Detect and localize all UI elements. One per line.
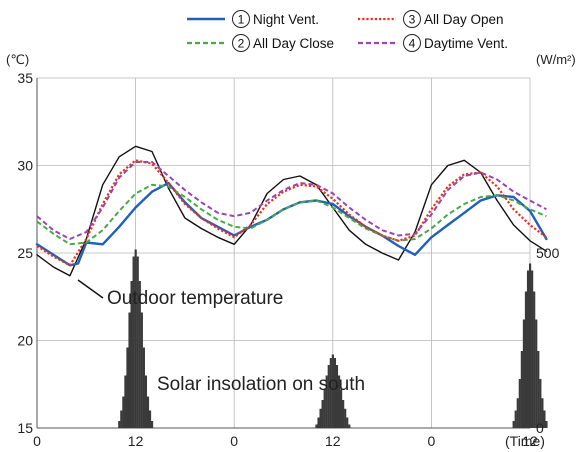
solar-bar <box>518 379 521 428</box>
y-tick-label: 35 <box>17 70 33 86</box>
solar-bar <box>140 312 143 428</box>
solar-bar <box>331 354 334 428</box>
solar-bar <box>526 270 530 428</box>
legend-label: All Day Close <box>253 36 334 51</box>
y-tick-label: 25 <box>17 245 33 261</box>
solar-bar <box>120 410 123 428</box>
solar-bar <box>134 249 137 428</box>
series-line-night-vent <box>35 181 548 267</box>
solar-bar <box>146 396 150 428</box>
outdoor-annotation-leader <box>77 279 104 299</box>
solar-bar <box>138 281 141 428</box>
solar-bar <box>528 263 532 428</box>
solar-bar <box>128 312 131 428</box>
solar-bar <box>136 256 139 428</box>
solar-bar <box>142 347 145 428</box>
solar-bar <box>321 400 324 428</box>
solar-bar <box>346 417 349 428</box>
solar-bar <box>122 396 125 428</box>
y-tick-label: 15 <box>17 420 33 436</box>
legend-label: All Day Open <box>424 12 504 27</box>
y-axis-right-unit: (W/m²) <box>536 52 576 67</box>
grid <box>37 77 531 428</box>
x-axis-unit: (Time) <box>505 433 545 449</box>
solar-bar <box>337 375 341 428</box>
solar-bar <box>325 375 328 428</box>
solar-bar <box>342 400 345 428</box>
solar-bar <box>315 424 318 428</box>
solar-bar <box>543 410 546 428</box>
x-tick-label: 12 <box>325 433 341 449</box>
solar-bar <box>512 421 515 428</box>
solar-bar <box>132 256 135 428</box>
solar-bar <box>533 291 536 428</box>
solar-bars <box>118 249 548 428</box>
legend-number-circle <box>232 34 250 52</box>
solar-bar <box>327 365 330 428</box>
legend: 1 Night Vent. 2 All Day Close 3 All Day Open 4… <box>187 10 508 52</box>
solar-annotation: Solar insolation on south <box>157 374 365 395</box>
y2-tick-label: 500 <box>536 245 560 261</box>
y-axis-left-unit: (℃) <box>6 52 29 67</box>
solar-bar <box>329 358 332 428</box>
solar-bar <box>535 319 538 428</box>
solar-bar <box>344 408 347 428</box>
y-tick-label: 30 <box>17 158 33 174</box>
legend-number: 3 <box>409 12 416 26</box>
solar-bar <box>531 270 534 428</box>
x-tick-label: 0 <box>33 433 41 449</box>
outdoor-annotation: Outdoor temperature <box>107 288 283 309</box>
legend-label: Night Vent. <box>253 12 319 27</box>
solar-bar <box>124 375 127 428</box>
series-line-daytime-vent <box>36 161 547 240</box>
x-tick-label: 12 <box>128 433 144 449</box>
series-line-all-day-open <box>36 159 548 267</box>
solar-bar <box>150 421 154 428</box>
solar-bar <box>126 347 129 428</box>
x-tick-label: 0 <box>230 433 238 449</box>
solar-bar <box>516 398 519 428</box>
solar-bar <box>348 424 351 428</box>
solar-bar <box>522 319 526 428</box>
legend-number-circle <box>232 10 250 28</box>
legend-number-circle <box>403 34 421 52</box>
solar-bar <box>339 389 343 428</box>
legend-number: 4 <box>409 36 416 50</box>
y-tick-label: 20 <box>17 333 33 349</box>
solar-bar <box>319 408 322 428</box>
solar-bar <box>537 351 540 428</box>
solar-bar <box>130 281 133 428</box>
solar-bar <box>335 365 339 428</box>
legend-number-circle <box>403 10 421 28</box>
solar-bar <box>144 375 148 428</box>
solar-bar <box>520 351 523 428</box>
solar-bar <box>514 410 517 428</box>
solar-bar <box>323 389 326 428</box>
solar-bar <box>541 398 544 428</box>
solar-bar <box>333 358 337 428</box>
solar-bar <box>148 410 152 428</box>
series-line-outdoor <box>36 145 548 277</box>
solar-bar <box>524 291 528 428</box>
series-lines <box>35 145 548 277</box>
y2-tick-label: 0 <box>536 420 544 436</box>
x-tick-label: 12 <box>522 433 538 449</box>
legend-number: 1 <box>238 12 245 26</box>
solar-bar <box>539 379 542 428</box>
legend-number: 2 <box>238 36 245 50</box>
solar-bar <box>317 417 320 428</box>
solar-bar <box>118 421 121 428</box>
legend-label: Daytime Vent. <box>424 36 508 51</box>
series-line-all-day-close <box>36 183 547 246</box>
x-tick-label: 0 <box>428 433 436 449</box>
solar-bar <box>545 421 548 428</box>
